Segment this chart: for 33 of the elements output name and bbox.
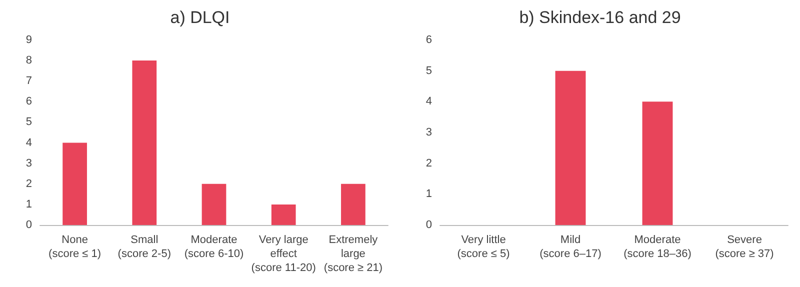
y-tick-label: 3 — [26, 157, 32, 170]
y-tick-label: 1 — [26, 198, 32, 210]
y-tick-label: 2 — [426, 157, 432, 170]
x-tick-label: Very large effect (score 11-20) — [251, 234, 316, 274]
x-tick-label: None (score ≤ 1) — [48, 234, 102, 260]
y-tick-label: 9 — [26, 34, 32, 46]
y-tick-label: 1 — [426, 188, 432, 200]
chart-title: b) Skindex-16 and 29 — [519, 8, 681, 27]
bar — [132, 60, 157, 225]
y-tick-label: 2 — [26, 178, 32, 190]
y-tick-label: 5 — [26, 116, 32, 128]
y-tick-label: 6 — [426, 34, 432, 46]
y-tick-label: 0 — [26, 219, 32, 231]
x-tick-label: Moderate (score 6-10) — [184, 234, 244, 260]
y-tick-label: 4 — [26, 136, 32, 149]
x-tick-label: Small (score 2-5) — [118, 234, 171, 260]
y-tick-label: 7 — [26, 75, 32, 88]
x-tick-label: Mild (score 6–17) — [540, 234, 602, 260]
chart-title: a) DLQI — [170, 8, 230, 27]
y-tick-label: 3 — [426, 126, 432, 138]
bar — [202, 184, 226, 225]
y-tick-label: 0 — [426, 219, 432, 231]
x-tick-label: Severe (score ≥ 37) — [715, 234, 774, 260]
bar — [62, 142, 87, 225]
x-tick-label: Moderate (score 18–36) — [624, 234, 692, 260]
x-tick-label: Very little (score ≤ 5) — [457, 234, 510, 260]
y-tick-label: 5 — [426, 64, 432, 77]
y-tick-label: 6 — [26, 96, 32, 108]
y-tick-label: 8 — [26, 54, 32, 67]
y-tick-label: 4 — [426, 96, 432, 108]
x-tick-label: Extremely large (score ≥ 21) — [324, 234, 383, 274]
bar — [341, 184, 366, 225]
bar — [271, 204, 296, 225]
